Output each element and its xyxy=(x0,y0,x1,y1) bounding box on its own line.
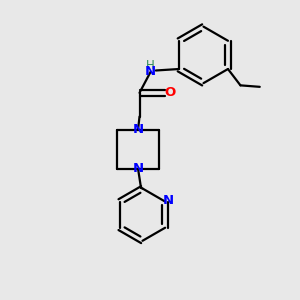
Text: O: O xyxy=(164,86,176,99)
Text: H: H xyxy=(146,58,155,72)
Text: N: N xyxy=(133,162,144,175)
Text: N: N xyxy=(163,194,174,207)
Text: N: N xyxy=(133,123,144,136)
Text: N: N xyxy=(145,65,156,79)
